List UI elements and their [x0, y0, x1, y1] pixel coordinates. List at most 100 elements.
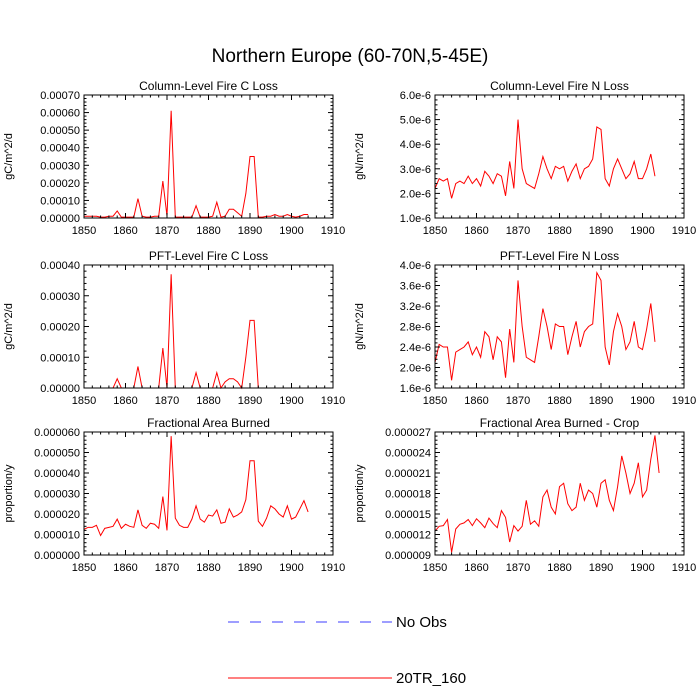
series-line-20tr-160 — [434, 435, 660, 553]
x-tick-label: 1910 — [672, 395, 696, 407]
x-tick-label: 1880 — [547, 562, 571, 574]
legend-label-no-obs: No Obs — [396, 614, 447, 631]
x-tick-label: 1860 — [113, 395, 137, 407]
x-tick-label: 1890 — [589, 225, 613, 237]
y-tick-label: 0.00070 — [40, 90, 80, 102]
x-tick-label: 1850 — [72, 562, 96, 574]
y-tick-label: 6.0e-6 — [400, 90, 431, 102]
y-tick-label: 3.6e-6 — [400, 281, 431, 293]
x-tick-label: 1890 — [589, 395, 613, 407]
panel-2: Column-Level Fire N Loss gN/m^2/d 1850 1860… — [354, 79, 696, 237]
x-tick-label: 1890 — [238, 395, 262, 407]
series-line-20tr-160 — [434, 119, 656, 199]
y-tick-label: 0.00030 — [40, 291, 80, 303]
x-tick-label: 1860 — [464, 395, 488, 407]
y-tick-label: 0.000024 — [385, 448, 431, 460]
y-tick-label: 0.000027 — [385, 427, 431, 439]
x-tick-label: 1890 — [589, 562, 613, 574]
x-tick-label: 1860 — [464, 225, 488, 237]
y-tick-label: 0.00060 — [40, 108, 80, 120]
y-axis-label: proportion/y — [354, 464, 366, 523]
figure-title: Northern Europe (60-70N,5-45E) — [212, 46, 489, 67]
y-tick-label: 4.0e-6 — [400, 139, 431, 151]
y-tick-label: 0.00040 — [40, 260, 80, 272]
y-tick-label: 5.0e-6 — [400, 115, 431, 127]
y-tick-label: 0.000030 — [34, 489, 80, 501]
y-tick-label: 0.000040 — [34, 468, 80, 480]
plot-frame — [434, 94, 685, 219]
x-tick-label: 1900 — [279, 395, 303, 407]
y-axis-label: gC/m^2/d — [3, 133, 15, 180]
x-tick-label: 1910 — [321, 395, 345, 407]
y-tick-label: 0.000009 — [385, 550, 431, 562]
x-tick-label: 1880 — [547, 395, 571, 407]
plot-frame — [83, 94, 334, 219]
y-tick-label: 3.0e-6 — [400, 164, 431, 176]
y-tick-label: 4.0e-6 — [400, 260, 431, 272]
x-tick-label: 1910 — [672, 225, 696, 237]
panel-title: Column-Level Fire N Loss — [490, 79, 629, 93]
x-tick-label: 1900 — [630, 395, 654, 407]
y-tick-label: 0.000021 — [385, 468, 431, 480]
x-tick-label: 1900 — [630, 225, 654, 237]
y-tick-label: 0.000018 — [385, 489, 431, 501]
y-tick-label: 0.000000 — [34, 550, 80, 562]
x-tick-label: 1850 — [72, 395, 96, 407]
x-tick-label: 1880 — [196, 395, 220, 407]
x-tick-label: 1890 — [238, 562, 262, 574]
legend-label-20tr-160: 20TR_160 — [396, 670, 466, 687]
y-tick-label: 0.00000 — [40, 213, 80, 225]
panel-title: PFT-Level Fire N Loss — [500, 249, 619, 263]
x-tick-label: 1900 — [279, 225, 303, 237]
y-tick-label: 0.00020 — [40, 178, 80, 190]
y-tick-label: 0.000050 — [34, 448, 80, 460]
plot-frame — [83, 264, 334, 389]
x-tick-label: 1910 — [321, 225, 345, 237]
y-tick-label: 2.4e-6 — [400, 342, 431, 354]
x-tick-label: 1870 — [155, 562, 179, 574]
series-line-20tr-160 — [434, 270, 656, 381]
y-tick-label: 0.00030 — [40, 160, 80, 172]
x-tick-label: 1880 — [547, 225, 571, 237]
panel-title: PFT-Level Fire C Loss — [149, 249, 268, 263]
x-tick-label: 1910 — [321, 562, 345, 574]
panel-title: Fractional Area Burned — [147, 416, 270, 430]
legend: No Obs 20TR_160 — [228, 614, 466, 687]
x-tick-label: 1860 — [113, 562, 137, 574]
x-tick-label: 1900 — [630, 562, 654, 574]
y-tick-label: 0.000020 — [34, 509, 80, 521]
y-tick-label: 3.2e-6 — [400, 301, 431, 313]
plot-frame — [83, 431, 334, 556]
y-tick-label: 2.0e-6 — [400, 188, 431, 200]
x-tick-label: 1870 — [155, 225, 179, 237]
y-axis-label: gC/m^2/d — [3, 303, 15, 350]
series-line-20tr-160 — [84, 110, 309, 218]
x-tick-label: 1910 — [672, 562, 696, 574]
x-tick-label: 1850 — [423, 225, 447, 237]
x-tick-label: 1890 — [238, 225, 262, 237]
x-tick-label: 1850 — [423, 562, 447, 574]
y-tick-label: 0.00010 — [40, 352, 80, 364]
panel-4: PFT-Level Fire N Loss gN/m^2/d 1850 1860 187… — [354, 249, 696, 407]
panel-5: Fractional Area Burned proportion/y 1850 18… — [3, 416, 345, 574]
y-tick-label: 0.00000 — [40, 383, 80, 395]
y-tick-label: 0.000015 — [385, 509, 431, 521]
y-tick-label: 0.00050 — [40, 125, 80, 137]
panel-1: Column-Level Fire C Loss gC/m^2/d 1850 1860… — [3, 79, 345, 237]
series-line-20tr-160 — [84, 274, 309, 390]
panels-group: Column-Level Fire C Loss gC/m^2/d 1850 1860… — [3, 79, 696, 574]
y-axis-label: gN/m^2/d — [354, 133, 366, 180]
x-tick-label: 1880 — [196, 562, 220, 574]
y-tick-label: 0.000010 — [34, 530, 80, 542]
x-tick-label: 1860 — [113, 225, 137, 237]
y-tick-label: 1.6e-6 — [400, 383, 431, 395]
series-line-20tr-160 — [83, 436, 309, 537]
x-tick-label: 1860 — [464, 562, 488, 574]
x-tick-label: 1870 — [506, 395, 530, 407]
y-tick-label: 0.00040 — [40, 143, 80, 155]
x-tick-label: 1900 — [279, 562, 303, 574]
y-tick-label: 0.00010 — [40, 195, 80, 207]
plot-frame — [434, 431, 685, 556]
x-tick-label: 1870 — [155, 395, 179, 407]
